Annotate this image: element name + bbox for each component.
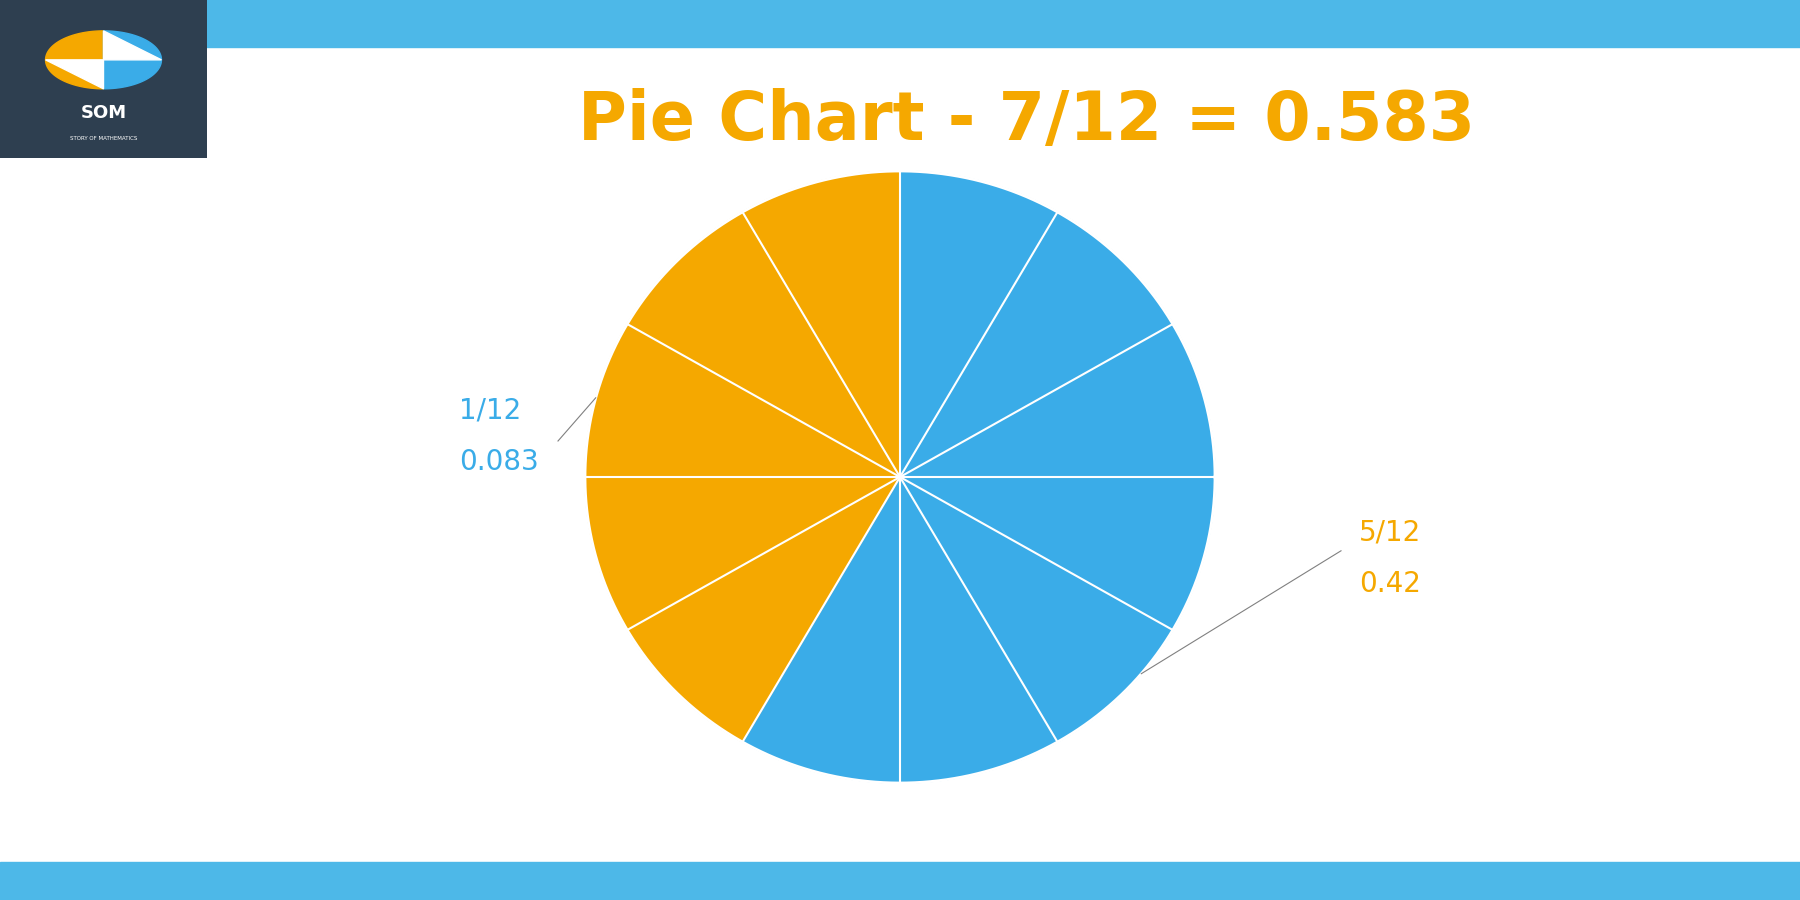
Polygon shape	[900, 324, 1215, 477]
Polygon shape	[900, 212, 1174, 477]
Polygon shape	[742, 171, 900, 477]
Text: 1/12: 1/12	[459, 397, 522, 425]
Polygon shape	[626, 212, 900, 477]
Text: 0.42: 0.42	[1359, 570, 1420, 598]
Text: STORY OF MATHEMATICS: STORY OF MATHEMATICS	[70, 136, 137, 141]
Polygon shape	[104, 31, 162, 89]
Bar	[0, 862, 1800, 900]
Text: Pie Chart - 7/12 = 0.583: Pie Chart - 7/12 = 0.583	[578, 88, 1474, 155]
Text: SOM: SOM	[81, 104, 126, 122]
Bar	[0, 0, 1800, 47]
Text: 0.083: 0.083	[459, 448, 538, 476]
Polygon shape	[900, 477, 1058, 783]
Polygon shape	[585, 477, 900, 630]
Polygon shape	[45, 31, 104, 89]
Polygon shape	[743, 477, 900, 783]
Polygon shape	[585, 324, 900, 477]
Polygon shape	[104, 31, 162, 59]
Polygon shape	[626, 477, 900, 742]
Text: 5/12: 5/12	[1359, 518, 1422, 546]
Polygon shape	[45, 59, 104, 89]
Polygon shape	[900, 477, 1215, 630]
Polygon shape	[900, 477, 1174, 742]
FancyBboxPatch shape	[0, 0, 207, 158]
Polygon shape	[900, 171, 1058, 477]
